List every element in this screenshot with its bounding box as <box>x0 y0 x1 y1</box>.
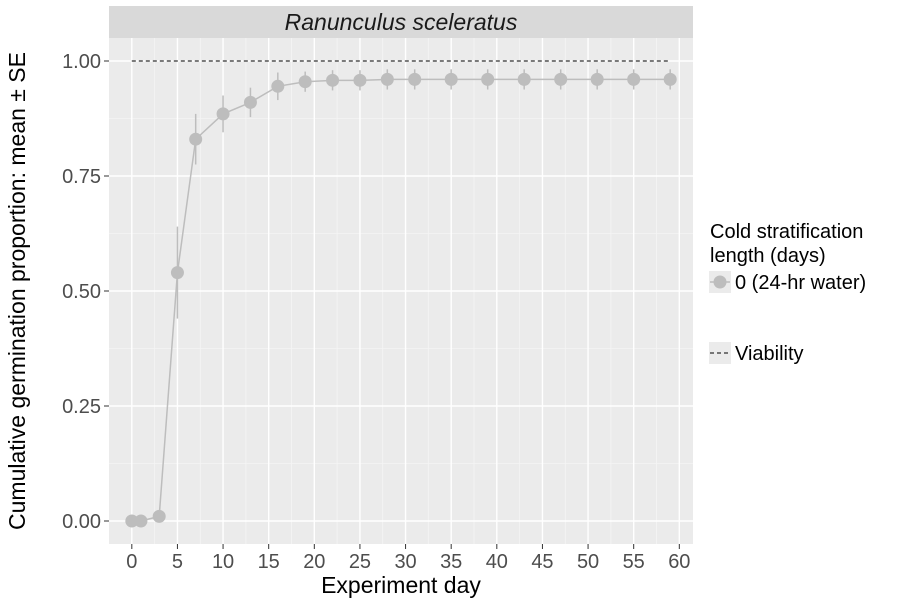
series-layer <box>125 69 677 528</box>
legend-key-series-point <box>713 275 727 289</box>
data-point <box>170 266 184 280</box>
y-axis-title: Cumulative germination proportion: mean … <box>4 52 30 530</box>
legend-title-line-1: Cold stratification <box>710 221 863 243</box>
y-tick-label: 0.75 <box>62 166 101 188</box>
data-point <box>517 72 531 86</box>
y-tick-label: 0.25 <box>62 396 101 418</box>
data-point <box>663 72 677 86</box>
legend-label-viability: Viability <box>735 343 804 365</box>
data-point <box>627 72 641 86</box>
data-point <box>152 509 166 523</box>
data-point <box>271 79 285 93</box>
legend-title-line-2: length (days) <box>710 245 826 267</box>
data-point <box>590 72 604 86</box>
y-tick-label: 0.50 <box>62 281 101 303</box>
data-point <box>353 73 367 87</box>
data-point <box>380 72 394 86</box>
data-point <box>481 72 495 86</box>
x-tick-label: 0 <box>126 551 137 573</box>
x-tick-label: 45 <box>531 551 553 573</box>
x-tick-label: 10 <box>212 551 234 573</box>
data-point <box>554 72 568 86</box>
x-tick-label: 15 <box>258 551 280 573</box>
y-tick-label: 1.00 <box>62 51 101 73</box>
x-tick-label: 20 <box>303 551 325 573</box>
data-point <box>125 514 139 528</box>
x-tick-label: 55 <box>623 551 645 573</box>
y-tick-label: 0.00 <box>62 511 101 533</box>
x-tick-label: 30 <box>394 551 416 573</box>
legend: Cold stratification length (days) 0 (24-… <box>709 221 866 365</box>
facet-strip: Ranunculus sceleratus <box>109 6 693 38</box>
x-axis-title: Experiment day <box>321 572 481 598</box>
x-tick-label: 5 <box>172 551 183 573</box>
data-point <box>134 514 148 528</box>
x-tick-label: 50 <box>577 551 599 573</box>
data-point <box>216 107 230 121</box>
data-point <box>189 132 203 146</box>
x-tick-label: 40 <box>486 551 508 573</box>
x-tick-label: 60 <box>668 551 690 573</box>
data-point <box>326 73 340 87</box>
data-point <box>243 95 257 109</box>
data-point <box>298 75 312 89</box>
x-tick-label: 35 <box>440 551 462 573</box>
data-point <box>408 72 422 86</box>
x-tick-label: 25 <box>349 551 371 573</box>
facet-strip-background <box>109 6 693 38</box>
axes: 0 5 10 15 20 25 30 35 40 45 50 55 60 0.00 0.25 0.50 0.75… <box>62 51 690 573</box>
facet-title: Ranunculus sceleratus <box>285 9 518 35</box>
grid-major <box>109 38 693 544</box>
legend-label-series: 0 (24-hr water) <box>735 272 866 294</box>
data-point <box>444 72 458 86</box>
